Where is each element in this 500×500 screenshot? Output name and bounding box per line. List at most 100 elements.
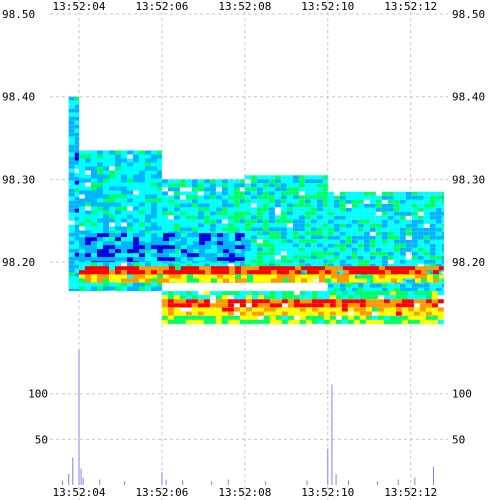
heat-cell-band-11 bbox=[413, 315, 420, 320]
heat-cell-band-5 bbox=[223, 245, 229, 250]
heat-cell-band-1 bbox=[157, 158, 162, 163]
heat-cell-band-11 bbox=[407, 319, 414, 324]
heat-cell-band-0 bbox=[68, 116, 75, 121]
heat-cell-band-1 bbox=[139, 162, 145, 167]
heat-cell-band-1 bbox=[121, 150, 127, 155]
heat-cell-band-4 bbox=[333, 247, 340, 252]
heat-cell-band-1 bbox=[133, 230, 139, 235]
heat-cell-band-4 bbox=[375, 195, 382, 200]
heat-cell-band-3 bbox=[286, 227, 293, 232]
heat-cell-band-4 bbox=[339, 263, 346, 268]
heat-cell-band-9 bbox=[353, 299, 360, 304]
heat-cell-band-1 bbox=[133, 226, 139, 231]
heat-cell-band-4 bbox=[429, 199, 436, 204]
heat-cell-band-3 bbox=[322, 223, 328, 228]
heat-cell-band-4 bbox=[411, 287, 418, 292]
heat-cell-band-1 bbox=[151, 190, 157, 195]
heat-cell-band-9 bbox=[383, 299, 390, 304]
heat-cell-band-7 bbox=[373, 278, 379, 283]
heat-cell-band-1 bbox=[151, 202, 157, 207]
heat-cell-band-2 bbox=[185, 219, 192, 224]
heat-cell-band-6 bbox=[115, 266, 121, 271]
heat-cell-band-2 bbox=[167, 199, 174, 204]
heat-cell-band-2 bbox=[197, 219, 204, 224]
volume-tick-right-0: 100 bbox=[452, 388, 472, 401]
heat-cell-band-4 bbox=[357, 275, 364, 280]
heat-cell-band-4 bbox=[387, 263, 394, 268]
heat-cell-band-1 bbox=[151, 186, 157, 191]
heat-cell-band-4 bbox=[351, 231, 358, 236]
heat-cell-band-1 bbox=[139, 190, 145, 195]
heat-cell-band-4 bbox=[339, 199, 346, 204]
heat-cell-band-3 bbox=[268, 215, 275, 220]
heat-cell-band-1 bbox=[103, 282, 109, 287]
heat-cell-band-10 bbox=[167, 307, 174, 312]
heat-cell-band-4 bbox=[441, 215, 444, 220]
heat-cell-band-2 bbox=[191, 183, 198, 188]
heat-cell-band-3 bbox=[304, 183, 311, 188]
heat-cell-band-4 bbox=[327, 239, 334, 244]
heat-cell-band-4 bbox=[351, 255, 358, 260]
heat-cell-band-4 bbox=[327, 195, 334, 200]
heat-cell-band-5 bbox=[91, 233, 97, 238]
heat-cell-band-4 bbox=[375, 231, 382, 236]
heat-cell-band-1 bbox=[115, 230, 121, 235]
heat-cell-band-10 bbox=[431, 311, 438, 316]
heat-cell-band-5 bbox=[187, 253, 193, 258]
heat-cell-band-6 bbox=[295, 266, 301, 271]
heat-cell-band-5 bbox=[85, 249, 91, 254]
heat-cell-band-5 bbox=[151, 257, 157, 262]
heat-cell-band-4 bbox=[357, 239, 364, 244]
heat-cell-band-8 bbox=[203, 295, 210, 300]
heat-cell-band-6 bbox=[325, 266, 331, 271]
heat-cell-band-0 bbox=[74, 112, 80, 117]
heat-cell-band-7 bbox=[391, 278, 397, 283]
heat-cell-band-1 bbox=[157, 282, 162, 287]
heat-cell-band-1 bbox=[85, 198, 91, 203]
heat-cell-band-4 bbox=[423, 191, 430, 196]
heat-cell-band-4 bbox=[339, 215, 346, 220]
heat-cell-band-0 bbox=[68, 172, 75, 177]
heat-cell-band-3 bbox=[262, 255, 269, 260]
heat-cell-band-4 bbox=[369, 211, 376, 216]
heat-cell-band-6 bbox=[415, 266, 421, 271]
heat-cell-band-4 bbox=[357, 203, 364, 208]
heat-cell-band-4 bbox=[363, 283, 370, 288]
heat-cell-band-1 bbox=[121, 186, 127, 191]
heat-cell-band-1 bbox=[115, 150, 121, 155]
heat-cell-band-2 bbox=[221, 191, 228, 196]
heat-cell-band-4 bbox=[381, 251, 388, 256]
heat-cell-band-8 bbox=[191, 291, 198, 296]
heat-cell-band-8 bbox=[365, 295, 372, 300]
heat-cell-band-3 bbox=[316, 195, 323, 200]
heat-cell-band-7 bbox=[247, 274, 253, 279]
heat-cell-band-11 bbox=[251, 319, 258, 324]
heat-cell-band-4 bbox=[381, 263, 388, 268]
heat-cell-band-1 bbox=[133, 150, 139, 155]
heat-cell-band-4 bbox=[339, 259, 346, 264]
heat-cell-band-3 bbox=[262, 231, 269, 236]
heat-cell-band-1 bbox=[127, 230, 133, 235]
heat-cell-band-11 bbox=[167, 319, 174, 324]
heat-cell-band-4 bbox=[435, 207, 442, 212]
heat-cell-band-8 bbox=[299, 291, 306, 296]
heat-cell-band-0 bbox=[68, 288, 75, 292]
heat-cell-band-0 bbox=[74, 128, 80, 133]
heat-cell-band-3 bbox=[274, 263, 281, 268]
heat-cell-band-5 bbox=[157, 261, 163, 263]
heat-cell-band-4 bbox=[369, 247, 376, 252]
heat-cell-band-11 bbox=[299, 315, 306, 320]
heat-cell-band-4 bbox=[381, 191, 388, 196]
heat-cell-band-5 bbox=[97, 233, 103, 238]
heat-cell-band-4 bbox=[387, 251, 394, 256]
heat-cell-band-4 bbox=[393, 235, 400, 240]
heat-cell-band-2 bbox=[167, 183, 174, 188]
heat-cell-band-9 bbox=[263, 303, 270, 308]
heat-cell-band-0 bbox=[74, 244, 80, 249]
heat-cell-band-1 bbox=[85, 158, 91, 163]
heat-cell-band-5 bbox=[85, 233, 91, 238]
heat-cell-band-1 bbox=[91, 170, 97, 175]
heat-cell-band-5 bbox=[187, 245, 193, 250]
heat-cell-band-5 bbox=[91, 261, 97, 263]
heat-cell-band-6 bbox=[103, 270, 109, 275]
